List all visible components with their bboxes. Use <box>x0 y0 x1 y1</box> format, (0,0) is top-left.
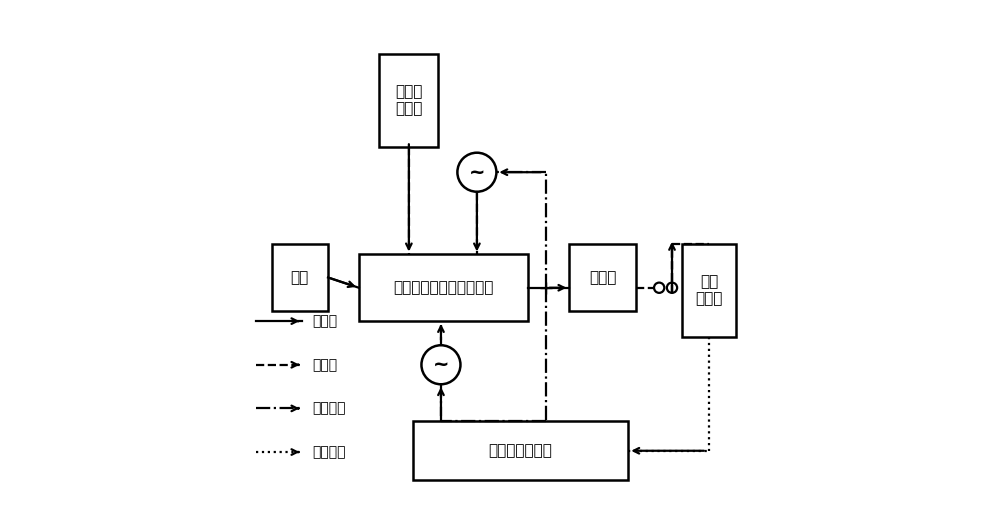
FancyBboxPatch shape <box>379 54 438 146</box>
Text: 光源: 光源 <box>291 270 309 285</box>
Text: 偏置点
控制器: 偏置点 控制器 <box>395 84 423 117</box>
Text: 幅相
接收机: 幅相 接收机 <box>696 274 723 307</box>
Text: ~: ~ <box>433 356 449 374</box>
Text: 处理及控制单元: 处理及控制单元 <box>489 443 552 458</box>
Text: 电信号: 电信号 <box>313 358 338 372</box>
Text: 待测件: 待测件 <box>589 270 616 285</box>
FancyBboxPatch shape <box>272 244 328 311</box>
FancyBboxPatch shape <box>359 254 528 321</box>
FancyBboxPatch shape <box>569 244 636 311</box>
Text: 控制信号: 控制信号 <box>313 401 346 415</box>
FancyBboxPatch shape <box>413 421 628 480</box>
FancyBboxPatch shape <box>682 244 736 336</box>
Text: ~: ~ <box>469 163 485 182</box>
Text: 光信号: 光信号 <box>313 314 338 328</box>
Text: 双驱动马赫曾德尔调制器: 双驱动马赫曾德尔调制器 <box>393 280 494 295</box>
Text: 数据信号: 数据信号 <box>313 445 346 459</box>
